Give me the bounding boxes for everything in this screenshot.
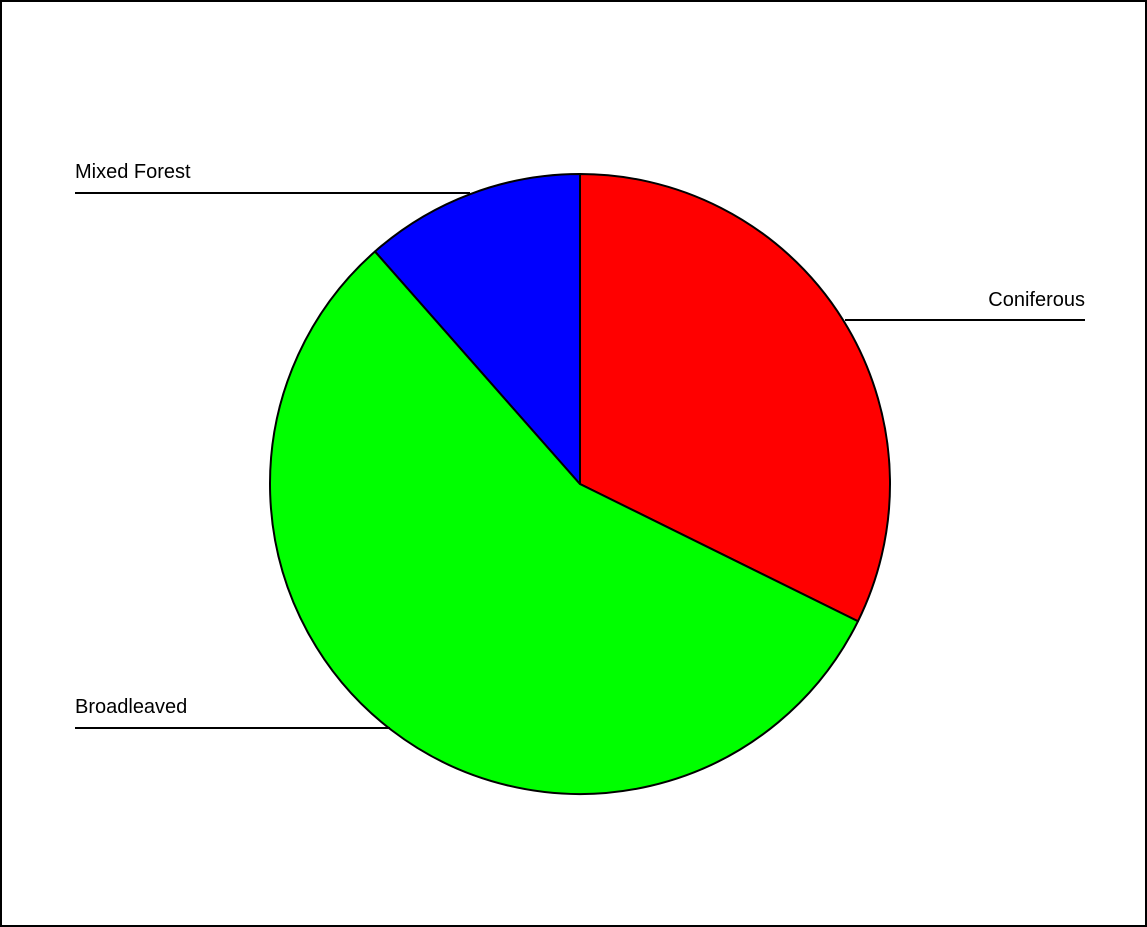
slice-label-mixed-forest: Mixed Forest xyxy=(75,161,191,183)
slice-label-broadleaved: Broadleaved xyxy=(75,696,187,718)
pie-slice-broadleaved xyxy=(269,250,859,795)
slice-label-coniferous: Coniferous xyxy=(988,289,1085,311)
pie-slice-mixed-forest xyxy=(373,173,581,485)
pie-slice-coniferous xyxy=(579,173,891,623)
pie-slices xyxy=(269,173,891,795)
pie-labels: Coniferous Broadleaved Mixed Forest xyxy=(75,161,1085,729)
